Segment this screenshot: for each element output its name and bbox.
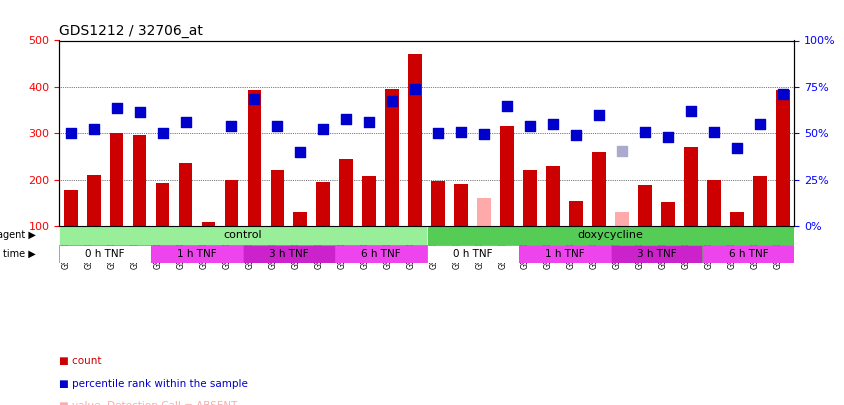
Bar [775,90,789,226]
Bar [316,182,330,226]
Text: 6 h TNF: 6 h TNF [360,249,400,259]
Point [110,104,123,111]
Bar [178,164,192,226]
Bar [408,54,422,226]
Bar [545,166,560,226]
Point [592,111,605,118]
Bar [430,181,445,226]
Bar [63,190,78,226]
Text: 0 h TNF: 0 h TNF [452,249,492,259]
Point [660,133,674,140]
Text: 0 h TNF: 0 h TNF [85,249,125,259]
Point [270,123,284,130]
Bar [522,171,537,226]
Point [247,95,261,102]
Point [614,148,628,154]
Bar [500,126,513,226]
Bar [684,147,697,226]
Bar [614,212,628,226]
Text: 3 h TNF: 3 h TNF [636,249,675,259]
Bar [202,222,215,226]
Bar [293,212,307,226]
Point [293,149,306,155]
Point [316,126,330,132]
Bar [362,176,376,226]
Text: GDS1212 / 32706_at: GDS1212 / 32706_at [59,24,203,38]
Bar [752,175,766,226]
FancyBboxPatch shape [59,226,426,245]
Bar [87,175,100,226]
Point [775,91,788,97]
FancyBboxPatch shape [518,245,609,263]
Bar [592,152,605,226]
Text: 6 h TNF: 6 h TNF [728,249,767,259]
Point [385,98,398,104]
FancyBboxPatch shape [243,245,334,263]
Point [431,130,445,136]
Bar [385,89,398,226]
Point [684,108,697,114]
Point [500,103,513,110]
Point [752,121,766,127]
Text: ■ percentile rank within the sample: ■ percentile rank within the sample [59,379,248,389]
Text: doxycycline: doxycycline [577,230,642,241]
Point [87,126,100,132]
Bar [637,185,651,226]
FancyBboxPatch shape [701,245,793,263]
Bar [270,171,284,226]
Text: ■ value, Detection Call = ABSENT: ■ value, Detection Call = ABSENT [59,401,237,405]
FancyBboxPatch shape [609,245,701,263]
Point [477,131,490,137]
Point [339,116,353,123]
FancyBboxPatch shape [151,245,243,263]
Point [225,123,238,130]
Point [362,119,376,125]
Point [729,145,743,151]
Text: agent ▶: agent ▶ [0,230,36,241]
Text: control: control [224,230,262,241]
Text: time ▶: time ▶ [3,249,36,259]
Point [179,119,192,125]
Point [155,130,169,136]
Point [454,129,468,136]
Point [546,121,560,127]
Point [637,129,651,136]
Bar [477,198,490,226]
Text: 3 h TNF: 3 h TNF [268,249,308,259]
Point [522,123,536,130]
Bar [247,90,261,226]
FancyBboxPatch shape [426,245,518,263]
Bar [225,180,238,226]
Bar [110,133,123,226]
Point [408,86,421,92]
Point [64,130,78,136]
Text: 1 h TNF: 1 h TNF [544,249,584,259]
FancyBboxPatch shape [334,245,426,263]
Point [569,132,582,138]
Bar [339,159,353,226]
Bar [706,180,720,226]
Bar [729,212,743,226]
FancyBboxPatch shape [426,226,793,245]
Bar [454,184,468,226]
FancyBboxPatch shape [59,245,151,263]
Bar [133,135,146,226]
Bar [155,183,169,226]
Text: ■ count: ■ count [59,356,101,367]
Bar [660,202,674,226]
Point [133,109,146,116]
Text: 1 h TNF: 1 h TNF [177,249,217,259]
Bar [569,201,582,226]
Point [706,129,720,136]
